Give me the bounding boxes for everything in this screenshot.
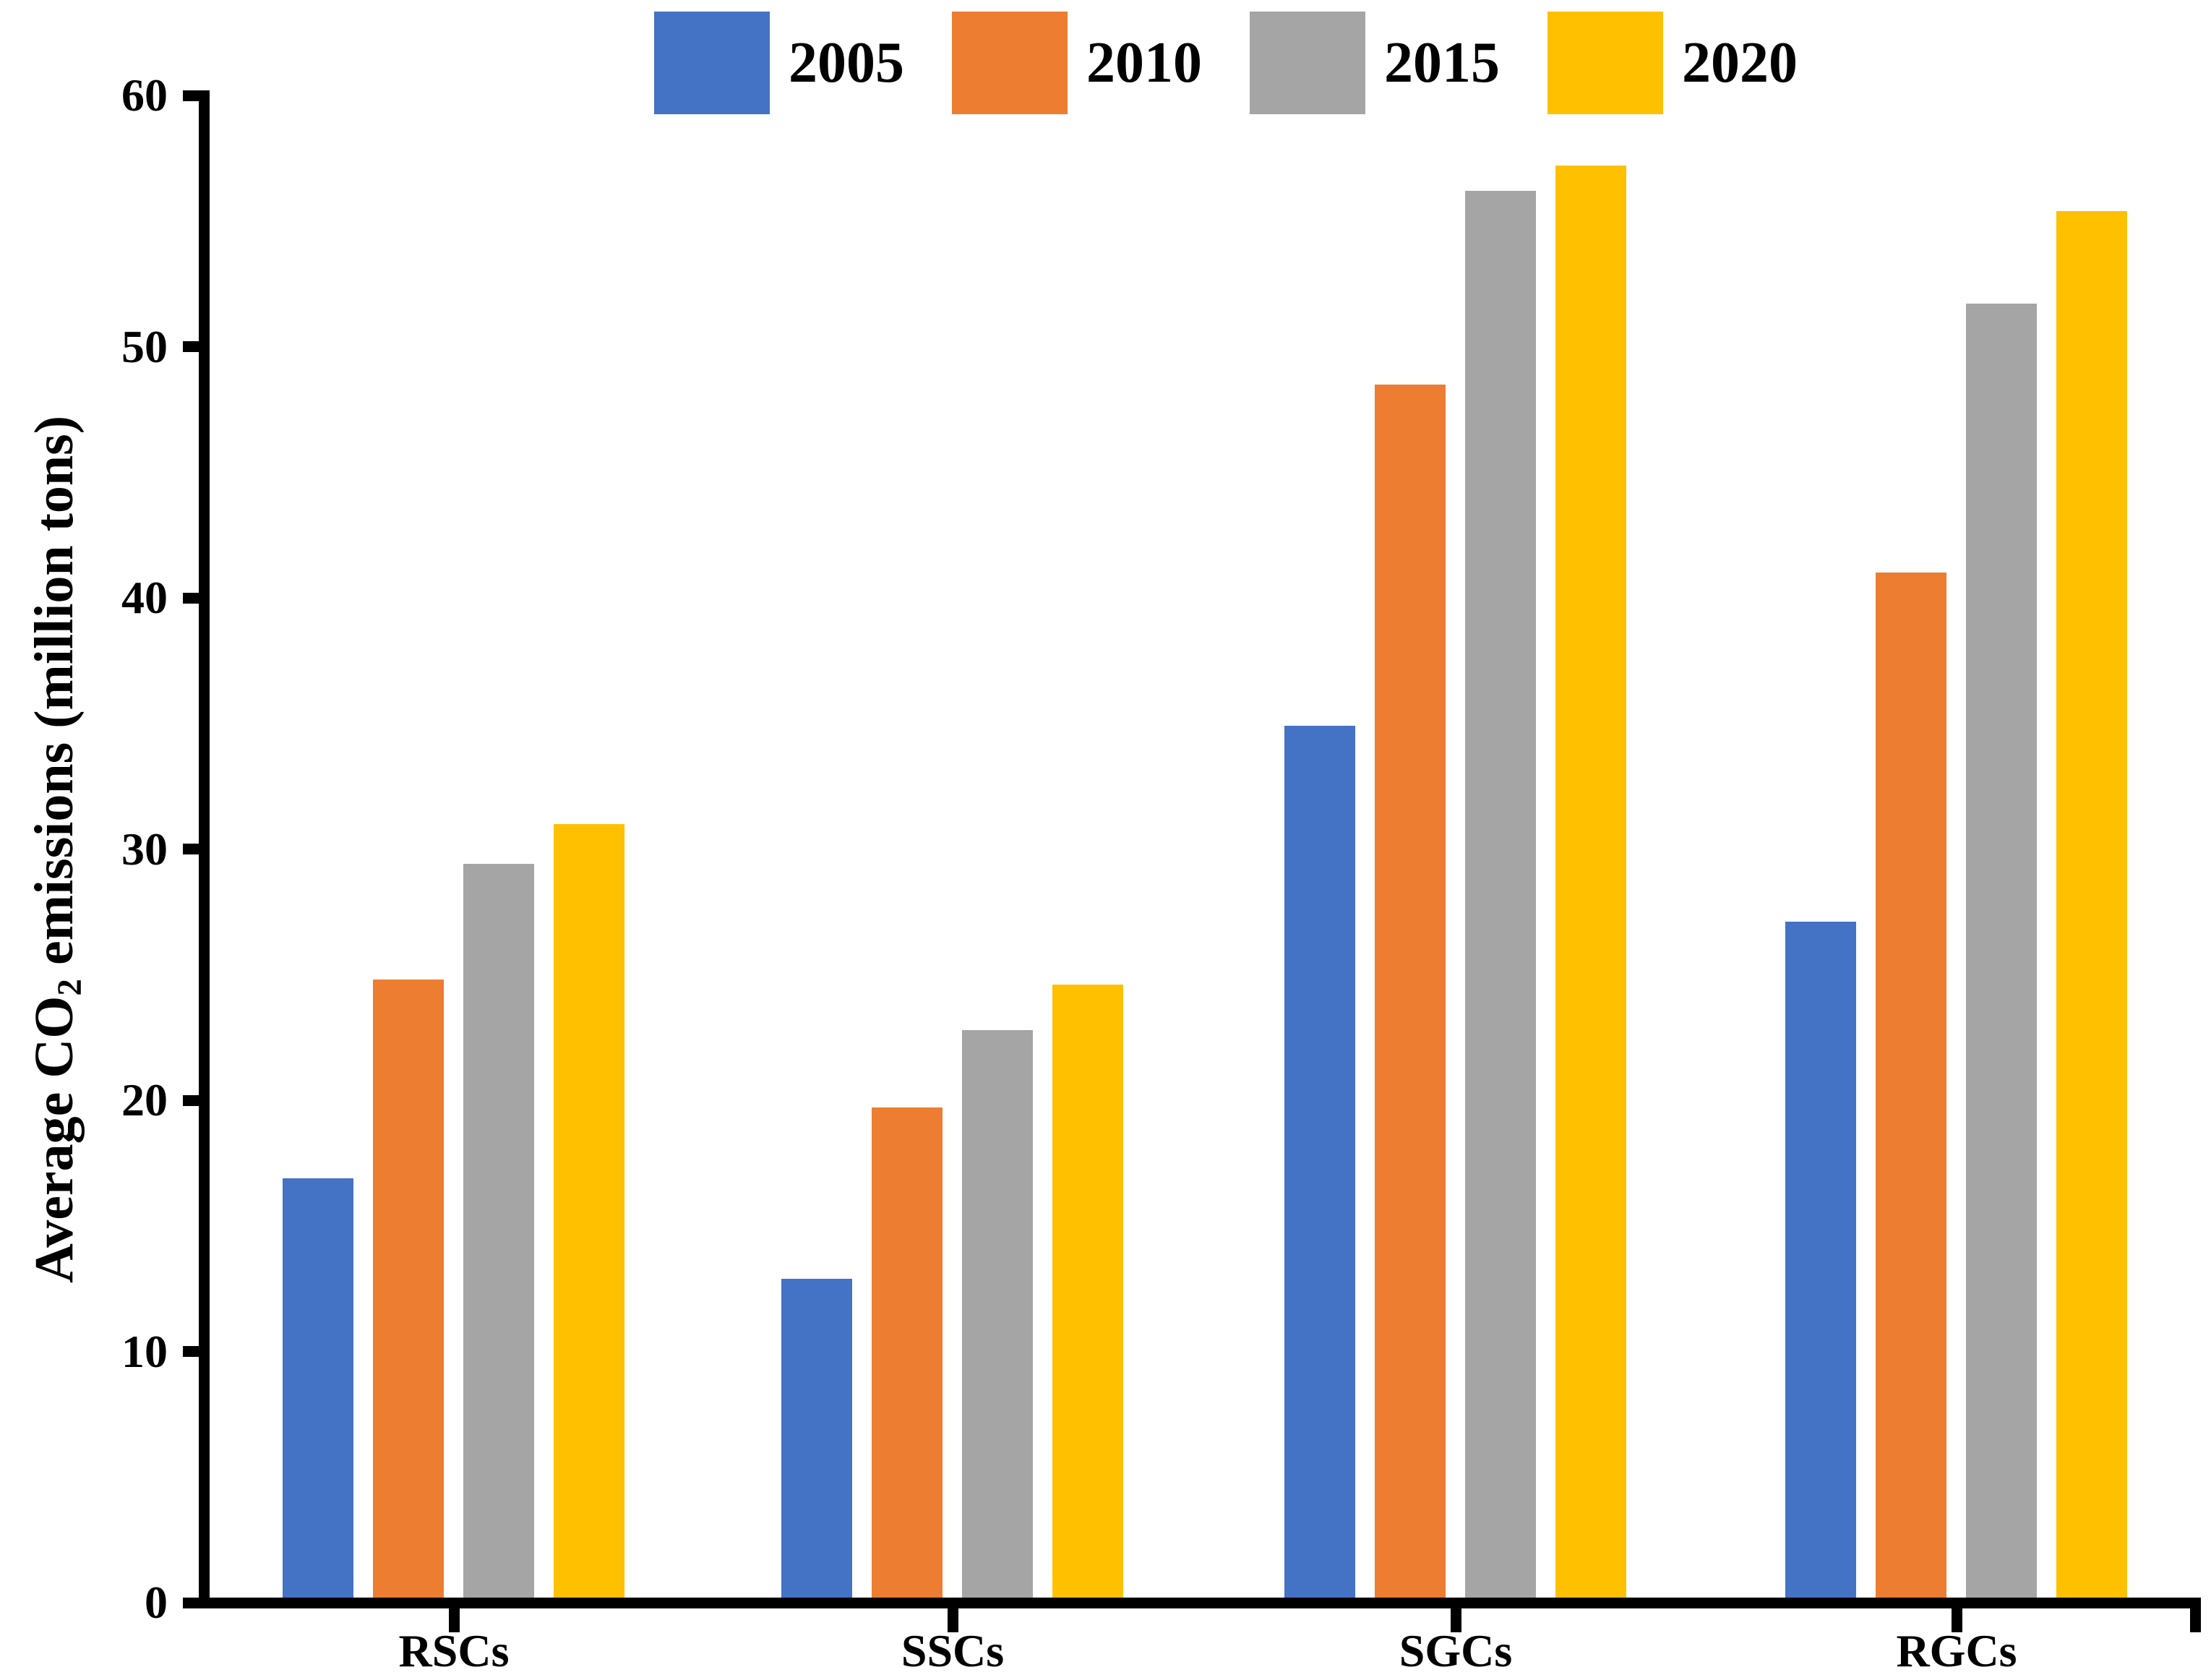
legend-swatch-2015 [1250,12,1365,114]
bar-SGCs-2010 [1375,385,1446,1603]
bar-RSCs-2015 [463,864,534,1603]
legend-item-2005: 2005 [654,12,904,114]
bar-SGCs-2020 [1555,166,1626,1603]
y-tick-label: 30 [121,823,168,875]
legend-swatch-2020 [1547,12,1663,114]
legend: 2005 2010 2015 2020 [654,12,1798,114]
y-tick-label: 50 [121,320,168,372]
bar-RSCs-2020 [554,824,624,1603]
bar-SSCs-2010 [872,1107,943,1603]
x-tick-mark [448,1608,460,1632]
bar-SSCs-2005 [781,1279,852,1603]
legend-swatch-2005 [654,12,770,114]
legend-item-2010: 2010 [952,12,1202,114]
x-category-label-RSCs: RSCs [398,1625,510,1676]
y-tick-label: 40 [121,572,168,623]
bar-SSCs-2015 [962,1030,1033,1603]
legend-label: 2005 [789,31,904,95]
bar-RGCs-2005 [1785,922,1856,1603]
bar-RSCs-2005 [283,1178,353,1603]
bar-RGCs-2015 [1966,304,2037,1603]
bar-SSCs-2020 [1052,985,1123,1603]
x-category-label-SGCs: SGCs [1399,1625,1513,1676]
bar-RGCs-2010 [1876,573,1946,1603]
x-axis-line [192,1598,2201,1608]
bar-RGCs-2020 [2056,211,2127,1603]
x-tick-mark [947,1608,958,1632]
legend-label: 2010 [1086,31,1202,95]
x-tick-mark [1450,1608,1461,1632]
bar-SGCs-2015 [1465,191,1536,1603]
bar-RSCs-2010 [373,980,444,1603]
legend-item-2020: 2020 [1547,12,1798,114]
x-category-label-SSCs: SSCs [901,1625,1005,1676]
y-tick-label: 60 [121,69,168,121]
y-tick-label: 10 [121,1325,168,1377]
y-axis-line [199,90,210,1608]
y-tick-label: 0 [145,1577,168,1628]
x-category-label-RGCs: RGCs [1896,1625,2017,1676]
legend-swatch-2010 [952,12,1068,114]
legend-item-2015: 2015 [1250,12,1500,114]
y-tick-label: 20 [121,1074,168,1126]
bar-SGCs-2005 [1284,726,1355,1603]
x-tick-mark [1951,1608,1962,1632]
legend-label: 2020 [1682,31,1798,95]
x-axis-end-tick [2190,1608,2201,1632]
legend-label: 2015 [1384,31,1500,95]
